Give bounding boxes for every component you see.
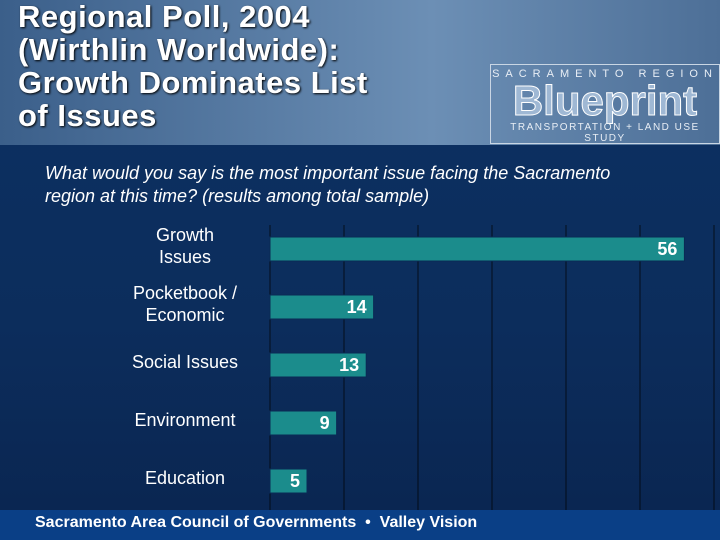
logo-name: Blueprint: [512, 77, 698, 124]
bar: [269, 294, 375, 320]
category-label: Growth Issues: [155, 225, 215, 267]
footer-text: Sacramento Area Council of Governments •…: [35, 514, 478, 531]
value-label: 5: [290, 471, 300, 491]
value-label: 9: [320, 413, 330, 433]
category-label: Pocketbook / Economic: [132, 283, 238, 325]
bar: [269, 410, 338, 436]
logo-bottom: TRANSPORTATION + LAND USE STUDY: [510, 122, 700, 144]
bar: [269, 352, 367, 378]
value-label: 56: [657, 239, 677, 259]
bar: [269, 468, 308, 494]
footer: Sacramento Area Council of Governments •…: [0, 510, 720, 540]
value-label: 14: [347, 297, 367, 317]
category-label: Social Issues: [131, 352, 239, 372]
category-label: Environment: [134, 410, 236, 430]
bar: [269, 236, 685, 262]
category-label: Education: [144, 468, 226, 488]
logo: SACRAMENTO REGION Blueprint TRANSPORTATI…: [490, 64, 720, 144]
title: Regional Poll, 2004 (Wirthlin Worldwide)…: [18, 0, 368, 133]
subtitle: What would you say is the most important…: [45, 163, 611, 206]
logo-top: SACRAMENTO REGION: [492, 68, 718, 80]
value-label: 13: [339, 355, 359, 375]
header: Regional Poll, 2004 (Wirthlin Worldwide)…: [0, 0, 720, 145]
